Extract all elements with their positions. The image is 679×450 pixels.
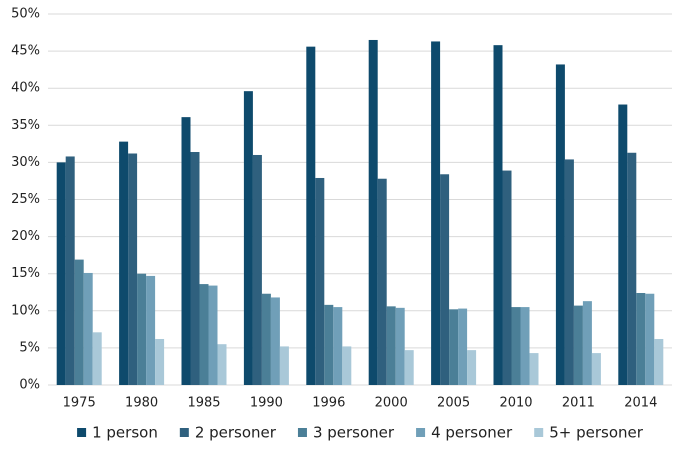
bar: [591, 353, 601, 385]
bar: [449, 309, 459, 385]
bar: [654, 338, 664, 385]
bar: [582, 301, 592, 385]
bar: [564, 159, 574, 385]
bar: [65, 156, 75, 385]
bar: [279, 346, 289, 385]
bar: [155, 338, 165, 385]
y-tick-label: 15%: [11, 266, 40, 281]
bar: [252, 154, 262, 385]
bar: [342, 346, 352, 385]
bar: [368, 39, 378, 385]
bar: [511, 307, 521, 385]
bar: [467, 350, 477, 385]
bar: [555, 64, 565, 386]
bar: [270, 297, 280, 385]
bar: [137, 273, 147, 385]
bar: [181, 117, 191, 385]
x-tick-label: 2005: [437, 396, 470, 411]
bar: [645, 293, 655, 385]
x-tick-label: 1985: [187, 396, 220, 411]
legend-swatch: [179, 428, 189, 437]
legend-swatch: [416, 428, 426, 437]
bar: [333, 307, 343, 385]
bar: [56, 162, 66, 385]
bar: [92, 332, 102, 385]
legend-swatch: [77, 428, 87, 437]
bar: [502, 170, 512, 385]
x-tick-label: 2000: [375, 396, 408, 411]
x-tick-label: 2010: [499, 396, 532, 411]
bar: [529, 353, 539, 385]
y-tick-label: 35%: [11, 118, 40, 133]
bar: [217, 344, 227, 385]
legend-label: 3 personer: [313, 424, 395, 442]
y-tick-label: 25%: [11, 192, 40, 207]
x-tick-label: 1975: [63, 396, 96, 411]
bar: [243, 91, 253, 385]
bar: [573, 305, 583, 385]
y-tick-label: 0%: [19, 378, 40, 393]
bar: [636, 292, 646, 385]
bar: [199, 284, 209, 385]
bar: [261, 293, 271, 385]
y-tick-label: 50%: [11, 7, 40, 22]
bar: [386, 306, 396, 385]
bar: [146, 275, 156, 385]
y-tick-label: 30%: [11, 155, 40, 170]
bar: [74, 259, 84, 385]
y-tick-label: 10%: [11, 303, 40, 318]
bar: [431, 41, 441, 385]
legend-swatch: [534, 428, 544, 437]
bar: [377, 178, 387, 385]
bar: [128, 153, 138, 385]
bar: [395, 307, 405, 385]
bar: [119, 141, 129, 385]
legend-label: 1 person: [92, 424, 158, 442]
legend-label: 4 personer: [431, 424, 513, 442]
x-tick-label: 1996: [312, 396, 345, 411]
bar: [306, 46, 316, 385]
bar: [440, 174, 450, 385]
bar: [190, 152, 200, 385]
x-tick-label: 1980: [125, 396, 158, 411]
bar: [83, 272, 93, 385]
legend-label: 2 personer: [195, 424, 277, 442]
x-tick-label: 2014: [624, 396, 657, 411]
bar: [324, 304, 334, 385]
y-tick-label: 5%: [19, 340, 40, 355]
bar: [315, 177, 325, 385]
legend-swatch: [297, 428, 307, 437]
x-tick-label: 1990: [250, 396, 283, 411]
y-tick-label: 40%: [11, 81, 40, 96]
bar: [627, 152, 637, 385]
bar: [208, 285, 218, 385]
x-tick-label: 2011: [562, 396, 595, 411]
bar: [493, 45, 503, 385]
legend-label: 5+ personer: [549, 424, 644, 442]
bar: [520, 307, 530, 385]
bar: [618, 104, 628, 386]
bar: [458, 308, 468, 385]
bar: [404, 350, 414, 385]
y-tick-label: 20%: [11, 229, 40, 244]
y-tick-label: 45%: [11, 44, 40, 59]
